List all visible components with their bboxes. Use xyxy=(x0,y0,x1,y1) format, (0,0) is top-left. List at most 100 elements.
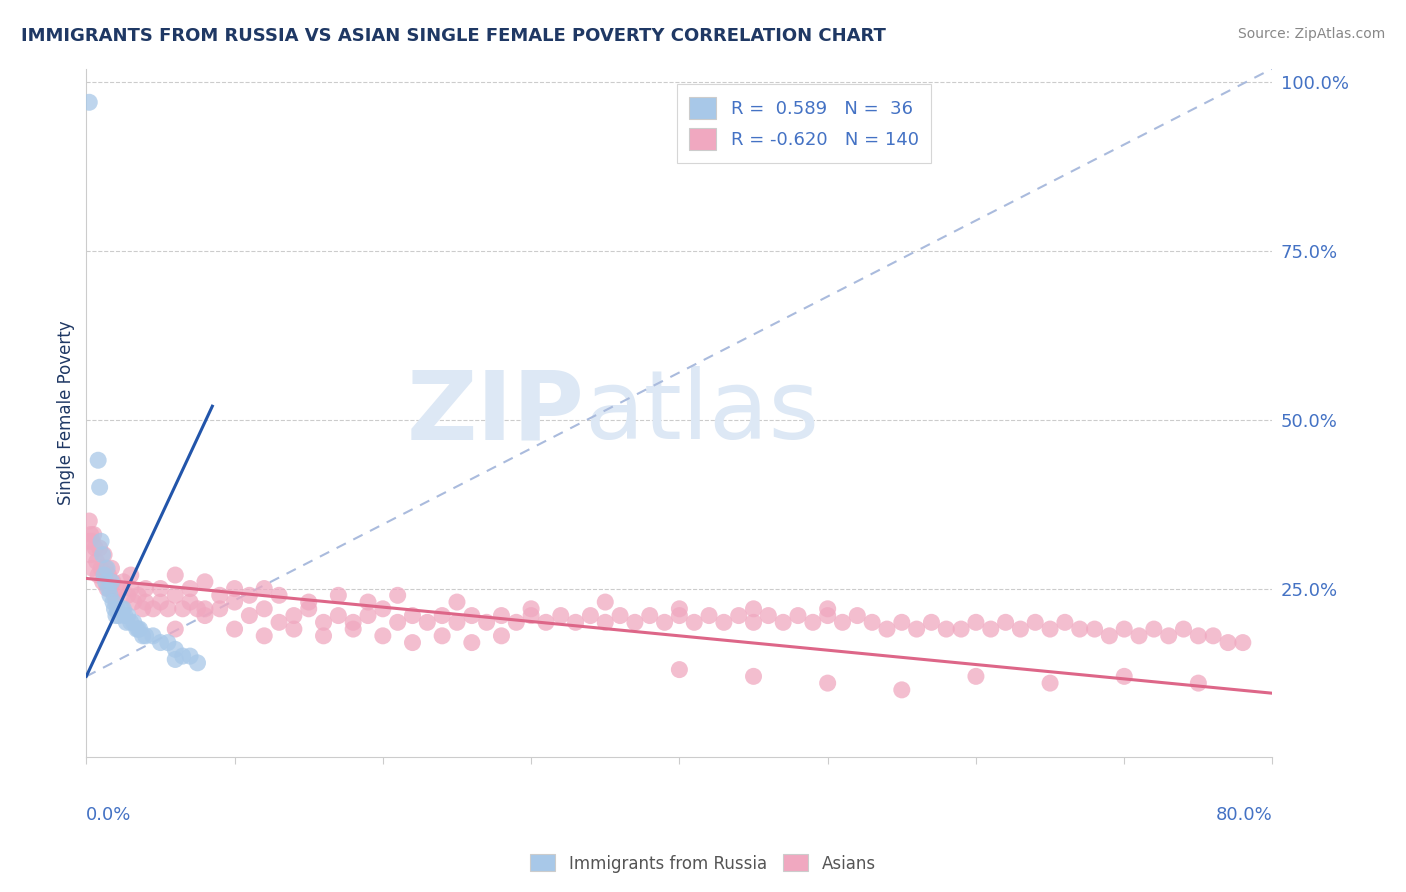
Point xyxy=(131,602,153,616)
Point xyxy=(787,608,810,623)
Point xyxy=(713,615,735,630)
Point xyxy=(920,615,942,630)
Point xyxy=(238,608,260,623)
Point xyxy=(179,582,201,596)
Point xyxy=(97,582,120,596)
Point xyxy=(90,561,112,575)
Point xyxy=(742,669,765,683)
Point xyxy=(1069,622,1091,636)
Point xyxy=(387,588,409,602)
Point xyxy=(564,615,586,630)
Point xyxy=(668,663,690,677)
Point xyxy=(461,635,484,649)
Point xyxy=(505,615,527,630)
Y-axis label: Single Female Poverty: Single Female Poverty xyxy=(58,320,75,505)
Point xyxy=(117,608,139,623)
Point xyxy=(125,622,148,636)
Point xyxy=(120,568,142,582)
Point xyxy=(224,622,246,636)
Point xyxy=(446,615,468,630)
Point xyxy=(298,595,321,609)
Point xyxy=(117,588,139,602)
Point xyxy=(1114,669,1136,683)
Point xyxy=(104,608,127,623)
Point xyxy=(890,615,912,630)
Point xyxy=(446,595,468,609)
Point xyxy=(179,649,201,664)
Point xyxy=(89,541,111,555)
Point xyxy=(97,568,120,582)
Point xyxy=(994,615,1017,630)
Point xyxy=(142,602,165,616)
Point xyxy=(371,602,394,616)
Point xyxy=(87,568,110,582)
Point xyxy=(253,602,276,616)
Point xyxy=(165,568,187,582)
Point xyxy=(149,635,172,649)
Point xyxy=(491,629,513,643)
Point xyxy=(1114,622,1136,636)
Point xyxy=(401,608,423,623)
Point xyxy=(520,602,543,616)
Point xyxy=(534,615,557,630)
Point xyxy=(112,602,135,616)
Point xyxy=(742,602,765,616)
Point xyxy=(91,574,114,589)
Point xyxy=(1216,635,1239,649)
Point xyxy=(387,615,409,630)
Point xyxy=(905,622,928,636)
Point xyxy=(108,608,131,623)
Point xyxy=(1010,622,1032,636)
Point xyxy=(772,615,794,630)
Point xyxy=(1098,629,1121,643)
Point xyxy=(520,608,543,623)
Point xyxy=(101,574,124,589)
Point xyxy=(84,541,107,555)
Point xyxy=(980,622,1002,636)
Point xyxy=(96,582,118,596)
Point xyxy=(98,582,121,596)
Point xyxy=(416,615,439,630)
Point xyxy=(100,561,122,575)
Point xyxy=(127,588,149,602)
Point xyxy=(550,608,572,623)
Text: 0.0%: 0.0% xyxy=(86,805,132,823)
Point xyxy=(253,582,276,596)
Point xyxy=(817,676,839,690)
Point xyxy=(108,582,131,596)
Point xyxy=(208,602,231,616)
Point xyxy=(172,649,194,664)
Point xyxy=(135,629,157,643)
Point xyxy=(172,602,194,616)
Text: atlas: atlas xyxy=(585,367,820,459)
Point xyxy=(186,656,208,670)
Point xyxy=(156,602,179,616)
Point xyxy=(593,595,616,609)
Point xyxy=(77,514,100,528)
Point xyxy=(817,602,839,616)
Point xyxy=(298,602,321,616)
Point xyxy=(86,555,108,569)
Point xyxy=(491,608,513,623)
Point xyxy=(93,568,115,582)
Point xyxy=(1083,622,1105,636)
Point xyxy=(111,602,134,616)
Point xyxy=(115,615,138,630)
Point xyxy=(267,615,290,630)
Point xyxy=(156,635,179,649)
Point xyxy=(1173,622,1195,636)
Point xyxy=(131,629,153,643)
Point xyxy=(128,622,150,636)
Text: ZIP: ZIP xyxy=(406,367,585,459)
Point xyxy=(114,608,136,623)
Point xyxy=(208,588,231,602)
Point xyxy=(90,534,112,549)
Point xyxy=(149,595,172,609)
Point xyxy=(624,615,647,630)
Point xyxy=(697,608,720,623)
Point xyxy=(401,635,423,649)
Point xyxy=(82,561,104,575)
Point xyxy=(80,527,103,541)
Point xyxy=(1157,629,1180,643)
Point xyxy=(120,582,142,596)
